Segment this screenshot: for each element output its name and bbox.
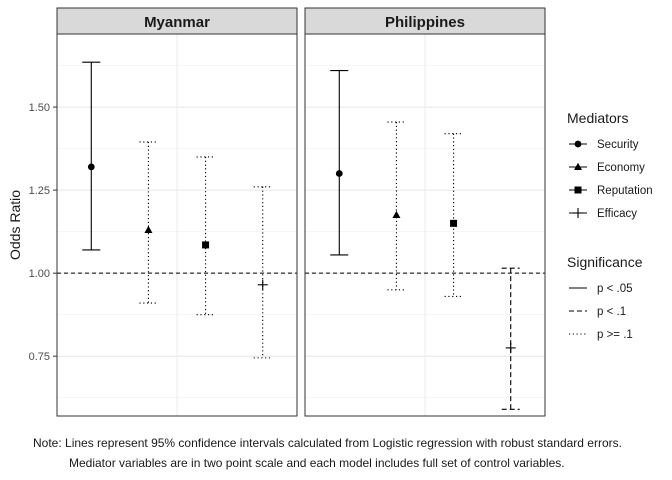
legend-item-p-1-label: p < .1 — [597, 306, 626, 318]
panel-myanmar-strip — [56, 7, 298, 35]
panel-philippines-efficacy-errorbar — [501, 267, 520, 410]
note-line-1: Note: Lines represent 95% confidence int… — [33, 436, 622, 450]
legend-item-security-key — [574, 140, 582, 148]
y-axis-title: Odds Ratio — [7, 190, 23, 260]
legend-item-reputation-key — [574, 186, 582, 194]
panel-philippines-economy-errorbar — [387, 121, 406, 291]
panel-philippines-economy-point — [392, 210, 401, 219]
panel-philippines-efficacy-point — [505, 342, 516, 353]
y-tick-label: 1.25 — [29, 185, 50, 197]
panel-philippines-reputation-errorbar — [444, 133, 463, 297]
panel-philippines-border — [304, 33, 546, 417]
panel-myanmar-security-errorbar — [82, 61, 101, 251]
legend-item-reputation-label: Reputation — [597, 185, 653, 197]
panel-philippines: Philippines — [304, 7, 546, 417]
legend: Mediators Security Economy Reputation Effica… — [567, 110, 653, 341]
legend-item-economy-key — [574, 162, 582, 170]
y-tick-label: 0.75 — [29, 351, 50, 363]
y-axis: 0.75 1.00 1.25 1.50 — [29, 102, 57, 363]
panel-myanmar-economy-point — [144, 225, 153, 233]
note-line-2: Mediator variables are in two point scal… — [69, 456, 565, 470]
legend-significance-title: Significance — [567, 254, 643, 270]
y-tick-label: 1.00 — [29, 268, 50, 280]
panel-philippines-reputation-point — [450, 219, 458, 227]
legend-item-p-05-label: p < .05 — [597, 283, 633, 295]
panel-myanmar-reputation-point — [202, 241, 210, 249]
legend-item-security-label: Security — [597, 139, 639, 151]
facet-panels: Myanmar Philippines — [56, 7, 546, 417]
legend-item-economy-label: Economy — [597, 162, 645, 174]
legend-mediators-title: Mediators — [567, 110, 628, 126]
panel-myanmar-efficacy-point — [257, 279, 268, 290]
legend-item-p-1-label: p >= .1 — [597, 329, 633, 341]
legend-item-efficacy-label: Efficacy — [597, 208, 637, 220]
panel-philippines-security-point — [335, 170, 343, 177]
panel-myanmar-strip-label: Myanmar — [144, 14, 210, 31]
panel-myanmar-security-point — [87, 163, 95, 171]
y-tick-label: 1.50 — [29, 102, 50, 114]
panel-philippines-security-errorbar — [330, 69, 349, 256]
legend-item-efficacy-key — [573, 208, 583, 218]
panel-myanmar: Myanmar — [56, 7, 298, 417]
panel-philippines-strip-label: Philippines — [385, 14, 465, 31]
panel-myanmar-border — [56, 33, 298, 417]
panel-myanmar-economy-errorbar — [139, 141, 158, 304]
